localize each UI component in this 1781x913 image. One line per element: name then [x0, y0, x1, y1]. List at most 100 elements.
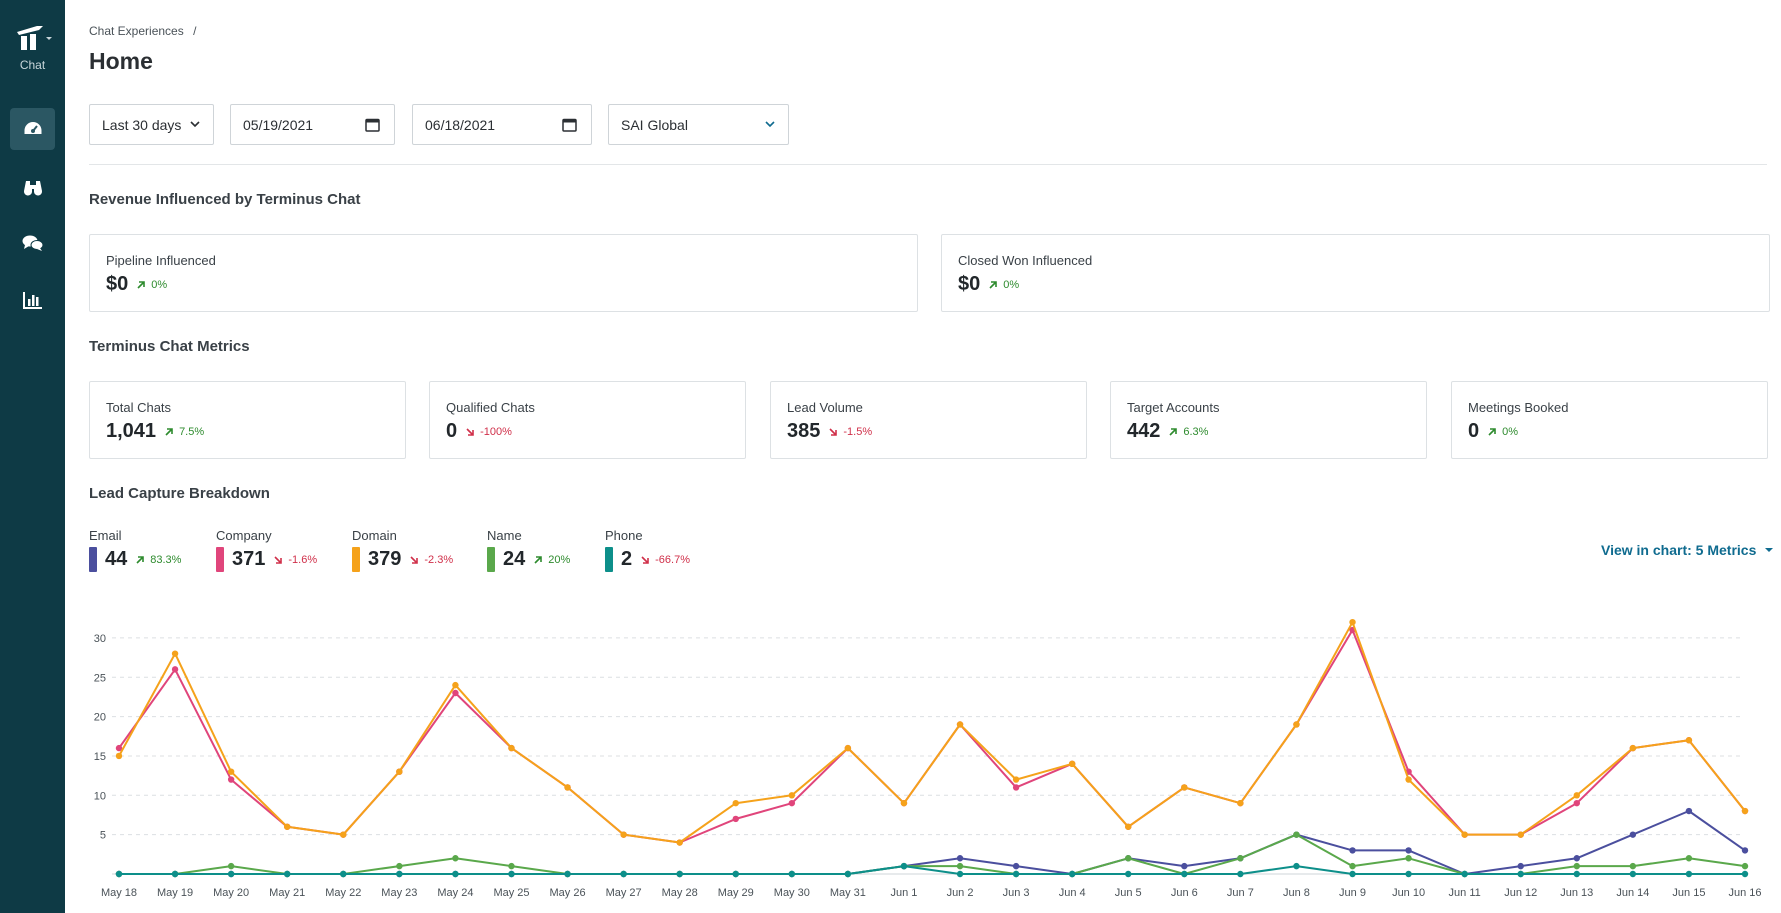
x-tick-label: Jun 13 — [1560, 887, 1593, 899]
target-accounts-card: Target Accounts 442 6.3% — [1110, 381, 1427, 459]
data-point-phone — [788, 870, 796, 878]
calendar-icon[interactable] — [562, 117, 577, 132]
data-point-email — [1517, 862, 1524, 870]
data-point-domain — [564, 784, 571, 791]
data-point-email — [1012, 862, 1020, 870]
caret-down-icon — [1765, 548, 1774, 552]
data-point-domain — [788, 792, 796, 799]
card-value-row: 0 -100% — [446, 420, 512, 443]
data-point-email — [1181, 862, 1188, 870]
data-point-domain — [452, 681, 459, 689]
terminus-logo-icon — [16, 26, 52, 50]
legend-delta-value: -2.3% — [424, 553, 454, 566]
legend-value-row: 24 20% — [487, 547, 570, 572]
data-point-domain — [1685, 737, 1693, 744]
legend-email[interactable]: Email 44 83.3% — [89, 528, 181, 572]
revenue-section-title: Revenue Influenced by Terminus Chat — [89, 191, 361, 208]
legend-label: Phone — [605, 528, 643, 543]
data-point-domain — [1405, 776, 1412, 783]
x-tick-label: May 30 — [774, 887, 810, 899]
legend-value: 44 — [105, 548, 128, 570]
date-range-value: Last 30 days — [102, 116, 182, 133]
qualified-chats-card: Qualified Chats 0 -100% — [429, 381, 746, 459]
data-point-email — [1405, 847, 1412, 854]
x-tick-label: May 25 — [493, 887, 529, 899]
date-range-select[interactable]: Last 30 days — [89, 104, 214, 145]
data-point-domain — [676, 839, 683, 846]
start-date-input[interactable]: 05/19/2021 — [230, 104, 395, 145]
card-delta: -1.5% — [828, 426, 872, 438]
total-chats-card: Total Chats 1,041 7.5% — [89, 381, 406, 459]
card-delta-value: 0% — [1003, 278, 1020, 291]
data-point-name — [1349, 862, 1356, 870]
card-value: $0 — [106, 273, 129, 295]
breadcrumb-parent[interactable]: Chat Experiences — [89, 24, 184, 38]
data-point-email — [956, 855, 964, 862]
end-date-input[interactable]: 06/18/2021 — [412, 104, 592, 145]
x-tick-label: May 28 — [662, 887, 698, 899]
legend-swatch — [216, 547, 224, 572]
legend-delta: 20% — [533, 554, 570, 566]
data-point-domain — [620, 831, 627, 838]
account-select[interactable]: SAI Global — [608, 104, 789, 145]
data-point-domain — [1741, 807, 1749, 815]
account-value: SAI Global — [621, 116, 688, 133]
x-tick-label: May 29 — [718, 887, 754, 899]
y-tick-label: 15 — [94, 751, 106, 763]
y-tick-label: 25 — [94, 672, 106, 684]
data-point-company — [227, 776, 235, 783]
data-point-phone — [1685, 870, 1693, 878]
app-logo[interactable]: Chat — [0, 24, 65, 72]
legend-label: Name — [487, 528, 522, 543]
calendar-icon[interactable] — [365, 117, 380, 132]
x-tick-label: May 22 — [325, 887, 361, 899]
card-delta-value: 7.5% — [179, 425, 205, 438]
card-value-row: 385 -1.5% — [787, 420, 872, 443]
legend-swatch — [352, 547, 360, 572]
chat-bubbles-icon — [22, 235, 43, 251]
data-point-phone — [1012, 870, 1020, 878]
data-point-domain — [1573, 792, 1580, 799]
legend-delta-value: 83.3% — [150, 553, 182, 566]
data-point-company — [452, 689, 459, 697]
x-tick-label: Jun 12 — [1504, 887, 1537, 899]
data-point-phone — [340, 870, 347, 878]
data-point-domain — [1012, 776, 1020, 783]
legend-name[interactable]: Name 24 20% — [487, 528, 570, 572]
binoculars-icon — [23, 181, 42, 196]
data-point-domain — [956, 721, 964, 728]
card-delta: 6.3% — [1168, 426, 1208, 438]
main-content: Chat Experiences / Home Last 30 days 05/… — [65, 0, 1781, 913]
x-tick-label: May 20 — [213, 887, 249, 899]
legend-swatch — [487, 547, 495, 572]
start-date-value: 05/19/2021 — [243, 116, 314, 133]
nav-reports[interactable] — [10, 279, 55, 321]
view-in-chart-dropdown[interactable]: View in chart: 5 Metrics — [1601, 542, 1774, 558]
x-tick-label: May 23 — [381, 887, 417, 899]
chevron-down-icon — [765, 121, 775, 128]
data-point-domain — [340, 831, 347, 838]
nav-explore[interactable] — [10, 166, 55, 208]
nav-dashboard[interactable] — [10, 108, 55, 150]
data-point-phone — [1237, 870, 1244, 878]
data-point-name — [1741, 862, 1749, 870]
legend-swatch — [605, 547, 613, 572]
legend-domain[interactable]: Domain 379 -2.3% — [352, 528, 453, 572]
y-tick-label: 5 — [100, 830, 106, 842]
card-label: Closed Won Influenced — [958, 253, 1093, 268]
nav-conversations[interactable] — [10, 222, 55, 264]
data-point-name — [1405, 855, 1412, 862]
card-delta: 0% — [988, 279, 1019, 291]
legend-company[interactable]: Company 371 -1.6% — [216, 528, 317, 572]
legend-delta-value: 20% — [548, 553, 571, 566]
data-point-domain — [1517, 831, 1524, 838]
data-point-domain — [900, 799, 908, 807]
card-value: 1,041 — [106, 420, 157, 442]
legend-phone[interactable]: Phone 2 -66.7% — [605, 528, 690, 572]
data-point-phone — [115, 870, 123, 878]
data-point-phone — [676, 870, 683, 878]
x-tick-label: May 19 — [157, 887, 193, 899]
card-delta-value: 0% — [151, 278, 168, 291]
arrow-up-right-icon — [534, 555, 543, 564]
